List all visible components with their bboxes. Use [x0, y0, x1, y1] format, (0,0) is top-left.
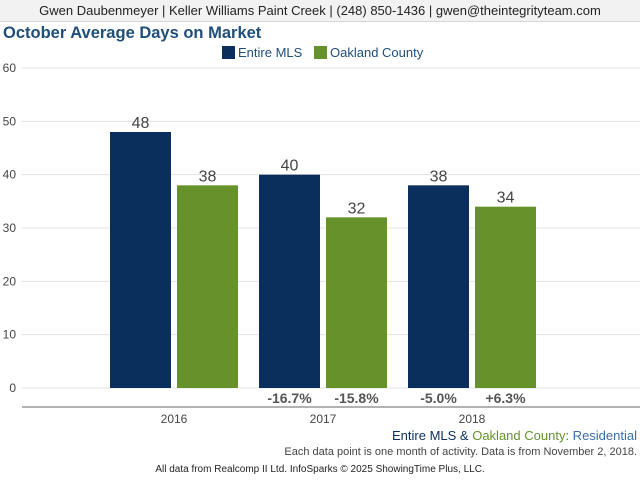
bar-value-label: 48 [132, 115, 150, 132]
x-tick-label: 2017 [310, 412, 337, 426]
bar-oakland-county-2018 [475, 206, 536, 388]
y-tick-label: 40 [3, 168, 17, 182]
contact-header: Gwen Daubenmeyer | Keller Williams Paint… [0, 0, 640, 22]
footer-series-suffix: : Residential [565, 428, 637, 443]
y-tick-label: 30 [3, 221, 17, 235]
legend-swatch-oakland-county [314, 46, 327, 59]
footer-source: All data from Realcomp II Ltd. InfoSpark… [155, 464, 485, 475]
bar-change-label: -15.8% [334, 390, 379, 406]
bar-entire-mls-2018 [408, 185, 469, 388]
y-tick-label: 50 [3, 114, 17, 128]
footer-series-caption: Entire MLS & Oakland County: Residential [392, 428, 637, 443]
bar-value-label: 32 [348, 200, 366, 217]
bar-value-label: 40 [281, 158, 299, 175]
bar-value-label: 38 [199, 168, 217, 185]
legend-swatch-entire-mls [222, 46, 235, 59]
bar-change-label: -16.7% [267, 390, 312, 406]
legend-label-oakland-county: Oakland County [330, 45, 424, 60]
bar-oakland-county-2016 [177, 185, 238, 388]
footer-series-amp: & [456, 428, 473, 443]
bar-entire-mls-2017 [259, 174, 320, 388]
y-tick-label: 60 [3, 61, 17, 75]
x-tick-label: 2016 [161, 412, 188, 426]
bar-change-label: -5.0% [420, 390, 457, 406]
bar-value-label: 34 [497, 190, 515, 207]
contact-line: Gwen Daubenmeyer | Keller Williams Paint… [39, 3, 601, 18]
footer-series-entire: Entire MLS [392, 428, 457, 443]
chart-title: October Average Days on Market [3, 24, 262, 42]
bar-entire-mls-2016 [110, 132, 171, 388]
y-tick-label: 0 [9, 381, 16, 395]
bar-change-label: +6.3% [485, 390, 526, 406]
bar-value-label: 38 [430, 168, 448, 185]
x-tick-label: 2018 [459, 412, 486, 426]
legend-label-entire-mls: Entire MLS [238, 45, 303, 60]
y-tick-label: 20 [3, 274, 17, 288]
footer-series-oakland: Oakland County [472, 428, 566, 443]
footer-note: Each data point is one month of activity… [284, 446, 637, 458]
bar-oakland-county-2017 [326, 217, 387, 388]
y-tick-label: 10 [3, 328, 17, 342]
